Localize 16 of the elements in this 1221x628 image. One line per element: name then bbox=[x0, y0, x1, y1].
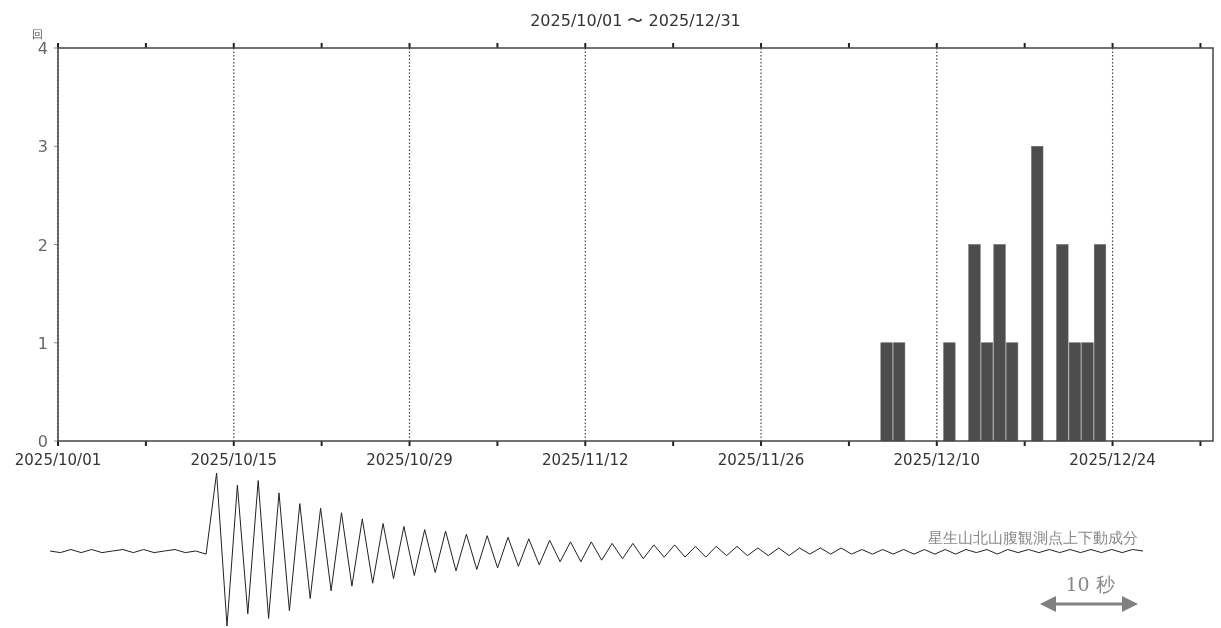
y-axis-title: 回 bbox=[31, 28, 43, 41]
x-tick-label: 2025/12/24 bbox=[1069, 451, 1156, 469]
y-tick-label: 4 bbox=[37, 39, 48, 58]
y-tick-label: 2 bbox=[37, 235, 48, 255]
annotation: 10 秒 bbox=[1065, 573, 1115, 595]
y-tick-label: 0 bbox=[37, 432, 48, 451]
annotation: 星生山北山腹観測点上下動成分 bbox=[928, 529, 1138, 547]
x-tick-label: 2025/11/12 bbox=[542, 451, 629, 469]
chart-title: 2025/10/01 〜 2025/12/31 bbox=[530, 11, 741, 30]
x-tick-label: 2025/10/29 bbox=[366, 451, 453, 469]
x-tick-label: 2025/10/15 bbox=[190, 451, 277, 469]
y-tick-label: 1 bbox=[37, 333, 48, 353]
x-tick-label: 2025/11/26 bbox=[717, 451, 805, 469]
x-tick-label: 2025/10/01 bbox=[14, 451, 102, 469]
x-tick-label: 2025/12/10 bbox=[893, 451, 981, 469]
y-tick-label: 3 bbox=[37, 137, 48, 157]
